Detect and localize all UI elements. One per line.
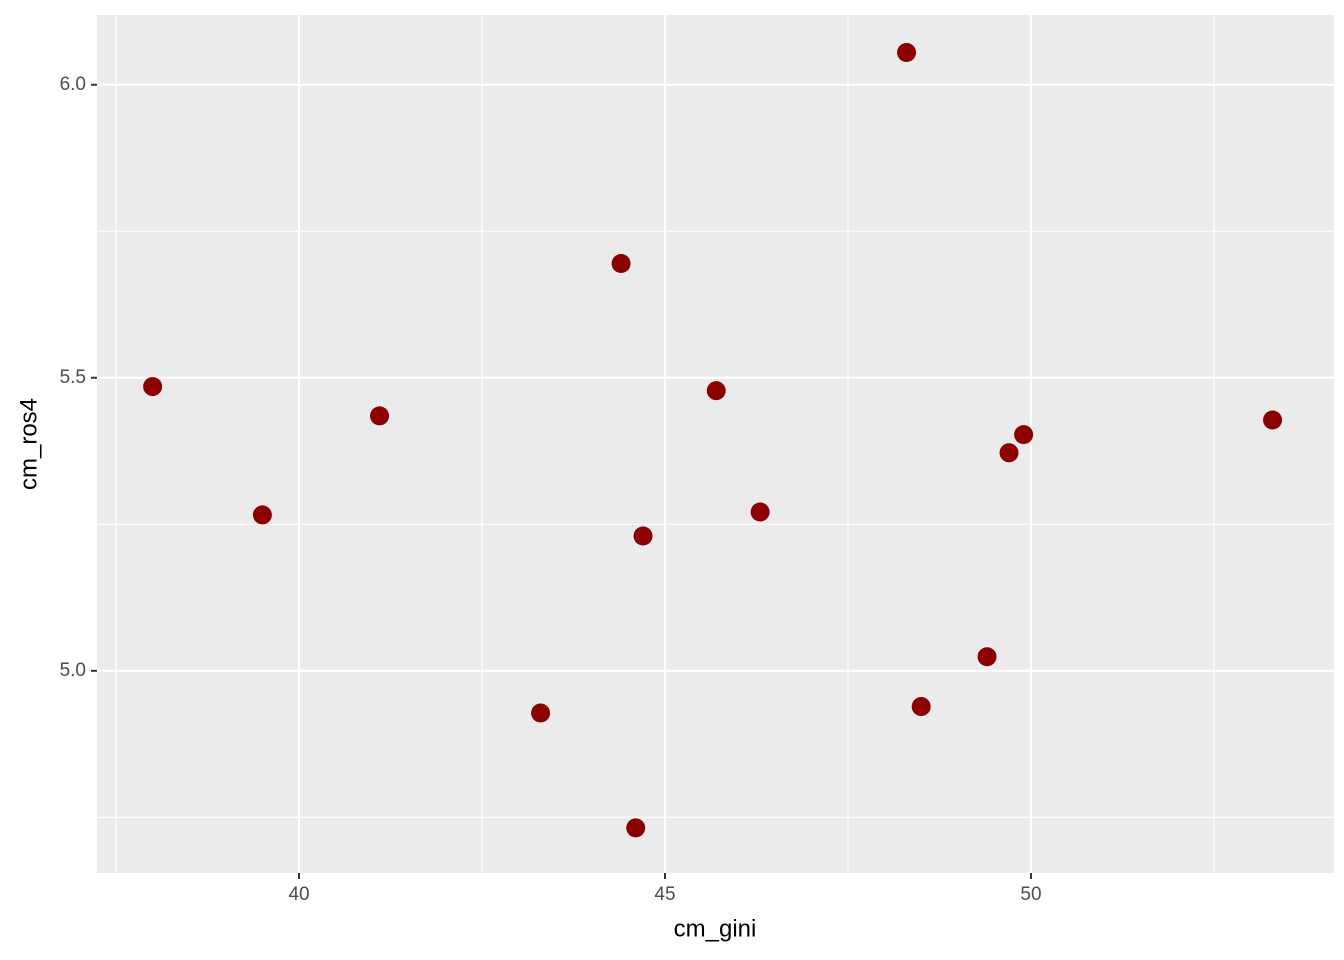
point — [911, 697, 931, 717]
y-axis-title: cm_ros4 — [15, 398, 42, 490]
point — [633, 526, 653, 546]
y-tick-label: 5.5 — [60, 367, 86, 388]
x-tick-label: 45 — [654, 884, 675, 905]
point — [1263, 410, 1283, 430]
y-tick-label: 6.0 — [60, 74, 86, 95]
point — [977, 647, 997, 667]
point — [143, 377, 163, 397]
point — [1014, 425, 1034, 445]
point — [750, 502, 770, 522]
point — [897, 43, 917, 63]
point — [626, 818, 646, 838]
x-tick-label: 50 — [1020, 884, 1041, 905]
y-tick-label: 5.0 — [60, 660, 86, 681]
point — [999, 443, 1019, 463]
point — [370, 406, 390, 426]
point — [706, 381, 726, 401]
point — [531, 703, 551, 723]
plot-panel — [97, 15, 1334, 873]
point — [611, 253, 631, 273]
x-tick-label: 40 — [288, 884, 309, 905]
x-axis-title: cm_gini — [674, 915, 757, 942]
point — [252, 505, 272, 525]
